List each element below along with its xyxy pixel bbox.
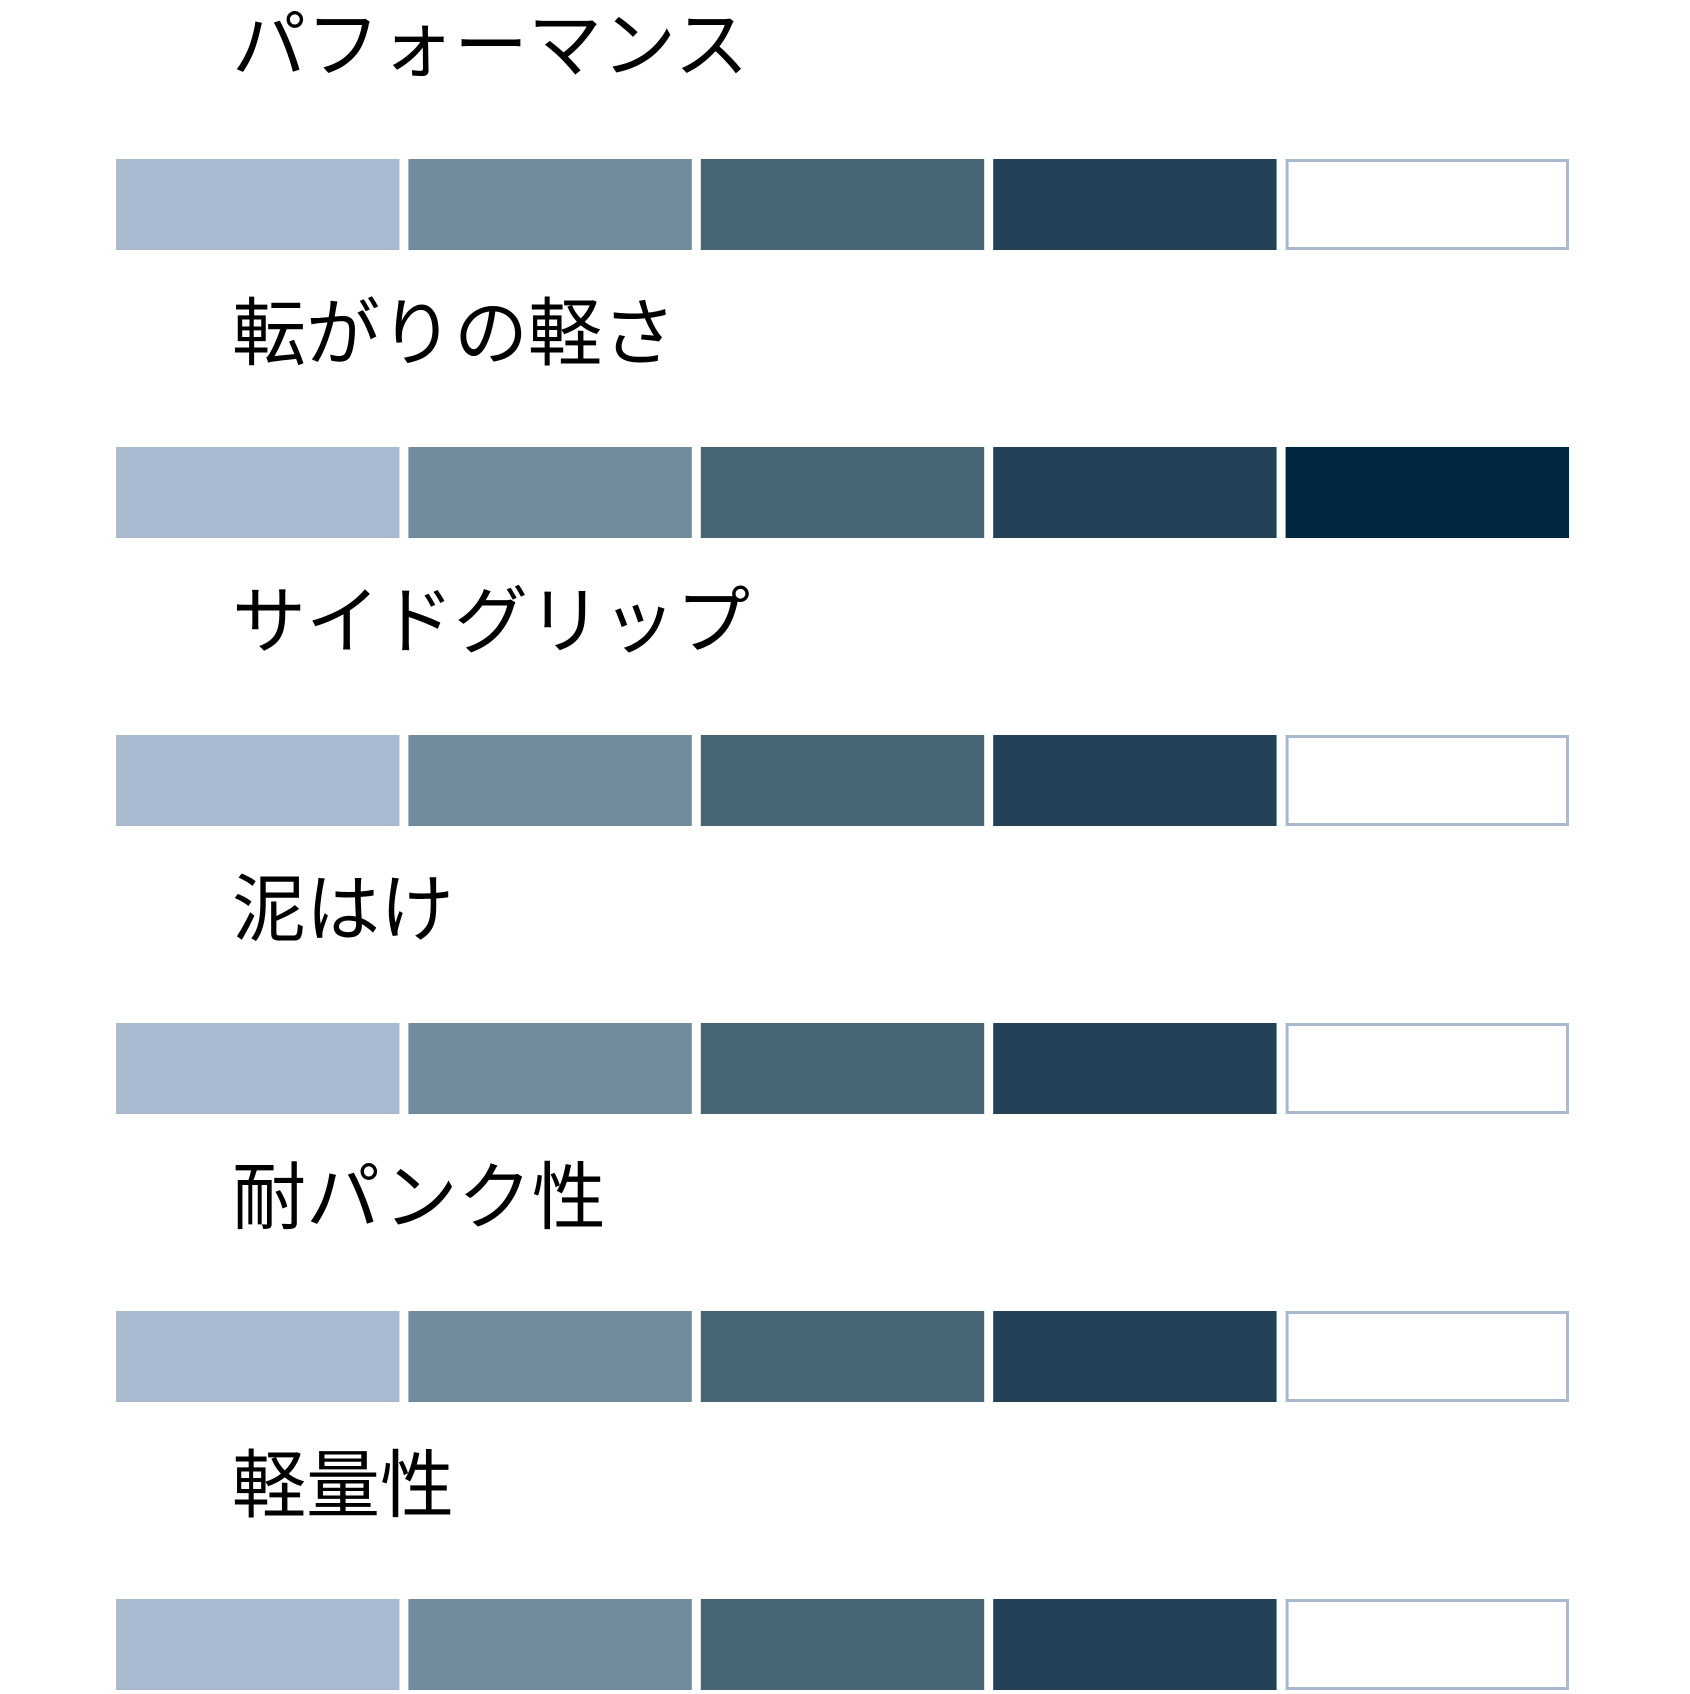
rating-segment: [408, 1023, 692, 1114]
rating-segment: [408, 159, 692, 250]
rating-segment: [1285, 159, 1569, 250]
rating-segment: [993, 159, 1277, 250]
rating-segment: [993, 1311, 1277, 1402]
rating-segment: [700, 1599, 985, 1690]
rating-segment: [1285, 447, 1569, 538]
rating-segment: [700, 735, 985, 826]
rating-segment: [408, 735, 692, 826]
rating-segment: [700, 159, 985, 250]
rating-segment: [700, 447, 985, 538]
rating-label: 転がりの軽さ: [232, 291, 676, 377]
rating-label: パフォーマンス: [232, 3, 749, 89]
rating-segment: [700, 1311, 985, 1402]
rating-segment: [993, 1599, 1277, 1690]
rating-segment: [408, 1599, 692, 1690]
rating-segment: [1285, 735, 1569, 826]
rating-label: 泥はけ: [232, 867, 454, 953]
rating-segment: [993, 735, 1277, 826]
rating-label: サイドグリップ: [232, 579, 750, 665]
rating-segment: [700, 1023, 985, 1114]
rating-segment: [1285, 1599, 1569, 1690]
rating-segment: [116, 735, 400, 826]
rating-segment: [116, 1311, 400, 1402]
rating-segment: [116, 1023, 400, 1114]
rating-segment: [1285, 1311, 1569, 1402]
rating-segment: [408, 447, 692, 538]
rating-segment: [993, 447, 1277, 538]
rating-segment: [116, 1599, 400, 1690]
rating-label: 軽量性: [232, 1443, 454, 1529]
rating-segment: [116, 447, 400, 538]
rating-label: 耐パンク性: [232, 1155, 606, 1241]
rating-segment: [408, 1311, 692, 1402]
rating-segment: [116, 159, 400, 250]
rating-segment: [993, 1023, 1277, 1114]
rating-segment: [1285, 1023, 1569, 1114]
